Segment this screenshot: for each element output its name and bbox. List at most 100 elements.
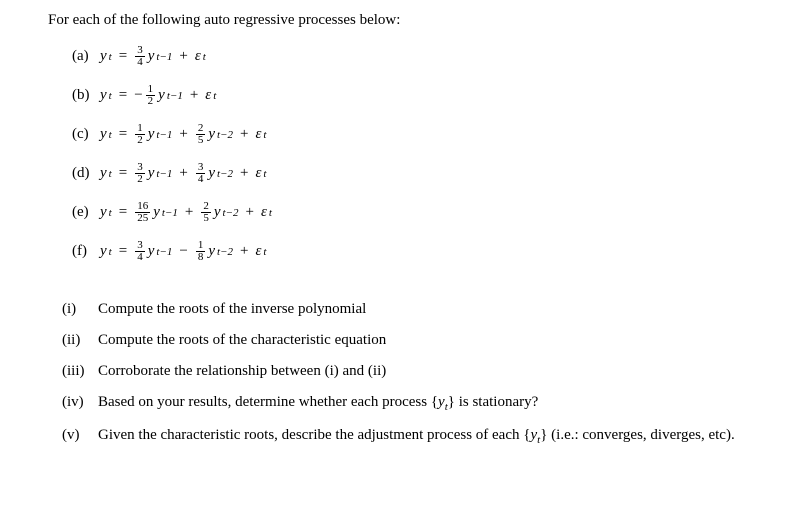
subscript: t <box>203 51 206 63</box>
subscript: t <box>269 207 272 219</box>
fraction: 18 <box>196 240 206 263</box>
minus-sign: − <box>179 243 187 260</box>
subscript: t−1 <box>156 129 172 141</box>
fraction: 34 <box>135 45 145 68</box>
fraction: 12 <box>135 123 145 146</box>
equation-item: (c)yt=12yt−1+25yt−2+εt <box>72 123 780 146</box>
equals-sign: = <box>119 204 127 221</box>
brace-close: } <box>448 394 455 410</box>
fraction: 34 <box>196 162 206 185</box>
equation-item: (b)yt=−12yt−1+εt <box>72 84 780 107</box>
question-text: Based on your results, determine whether… <box>98 394 780 413</box>
fraction: 25 <box>196 123 206 146</box>
question-text-span: Compute the roots of the inverse polynom… <box>98 301 366 317</box>
equation-label: (e) <box>72 204 100 221</box>
equals-sign: = <box>119 126 127 143</box>
subscript: t−1 <box>156 246 172 258</box>
equals-sign: = <box>119 87 127 104</box>
question-fragment: Given the characteristic roots, describe… <box>98 427 523 443</box>
intro-text: For each of the following auto regressiv… <box>48 12 780 29</box>
question-text-span: Compute the roots of the characteristic … <box>98 332 386 348</box>
question-item: (ii)Compute the roots of the characteris… <box>62 332 780 349</box>
plus-sign: + <box>179 165 187 182</box>
subscript: t <box>109 168 112 180</box>
subscript: t <box>263 168 266 180</box>
y-var: y <box>100 204 107 221</box>
question-fragment: (i.e.: converges, diverges, etc). <box>547 427 734 443</box>
question-label: (v) <box>62 427 98 446</box>
y-var: y <box>148 48 155 65</box>
plus-sign: + <box>185 204 193 221</box>
question-label: (i) <box>62 301 98 318</box>
fraction-denominator: 8 <box>196 252 206 263</box>
subscript: t−2 <box>217 246 233 258</box>
equation-label: (a) <box>72 48 100 65</box>
subscript: t−1 <box>156 168 172 180</box>
subscript: t <box>213 90 216 102</box>
subscript: t <box>109 90 112 102</box>
subscript: t−1 <box>156 51 172 63</box>
equation-label: (d) <box>72 165 100 182</box>
y-var: y <box>214 204 221 221</box>
question-label: (iv) <box>62 394 98 413</box>
question-label: (ii) <box>62 332 98 349</box>
fraction-denominator: 5 <box>196 135 206 146</box>
fraction: 1625 <box>135 201 150 224</box>
subscript: t−1 <box>167 90 183 102</box>
equation-body: yt=34yt−1−18yt−2+εt <box>100 240 266 263</box>
question-label: (iii) <box>62 363 98 380</box>
equation-label: (c) <box>72 126 100 143</box>
equation-body: yt=34yt−1+εt <box>100 45 206 68</box>
subscript: t−2 <box>217 168 233 180</box>
question-fragment: Based on your results, determine whether… <box>98 394 431 410</box>
minus-sign: − <box>134 87 142 104</box>
epsilon-var: ε <box>261 204 267 221</box>
fraction-denominator: 2 <box>135 174 145 185</box>
y-var: y <box>158 87 165 104</box>
subscript: t−1 <box>162 207 178 219</box>
question-text: Compute the roots of the inverse polynom… <box>98 301 780 318</box>
equation-item: (a)yt=34yt−1+εt <box>72 45 780 68</box>
question-item: (v)Given the characteristic roots, descr… <box>62 427 780 446</box>
y-var: y <box>100 165 107 182</box>
equals-sign: = <box>119 165 127 182</box>
y-var: y <box>148 165 155 182</box>
y-var: y <box>100 87 107 104</box>
fraction: 32 <box>135 162 145 185</box>
plus-sign: + <box>245 204 253 221</box>
equation-body: yt=1625yt−1+25yt−2+εt <box>100 201 272 224</box>
y-var: y <box>148 126 155 143</box>
plus-sign: + <box>240 243 248 260</box>
fraction: 25 <box>201 201 211 224</box>
fraction-denominator: 4 <box>135 252 145 263</box>
y-var: y <box>100 126 107 143</box>
question-item: (i)Compute the roots of the inverse poly… <box>62 301 780 318</box>
question-fragment: is stationary? <box>455 394 538 410</box>
subscript: t <box>263 129 266 141</box>
plus-sign: + <box>190 87 198 104</box>
epsilon-var: ε <box>195 48 201 65</box>
fraction: 34 <box>135 240 145 263</box>
y-var: y <box>208 126 215 143</box>
equation-label: (b) <box>72 87 100 104</box>
fraction-denominator: 2 <box>146 96 156 107</box>
equation-item: (e)yt=1625yt−1+25yt−2+εt <box>72 201 780 224</box>
equals-sign: = <box>119 48 127 65</box>
equation-item: (f)yt=34yt−1−18yt−2+εt <box>72 240 780 263</box>
y-var: y <box>100 48 107 65</box>
question-list: (i)Compute the roots of the inverse poly… <box>62 301 780 446</box>
subscript: t−2 <box>223 207 239 219</box>
subscript: t <box>109 207 112 219</box>
equals-sign: = <box>119 243 127 260</box>
subscript: t <box>109 51 112 63</box>
fraction-denominator: 2 <box>135 135 145 146</box>
question-text: Given the characteristic roots, describe… <box>98 427 780 446</box>
y-var: y <box>438 394 445 410</box>
equation-body: yt=12yt−1+25yt−2+εt <box>100 123 266 146</box>
plus-sign: + <box>240 126 248 143</box>
question-text: Corroborate the relationship between (i)… <box>98 363 780 380</box>
plus-sign: + <box>179 126 187 143</box>
y-var: y <box>148 243 155 260</box>
epsilon-var: ε <box>255 126 261 143</box>
subscript: t−2 <box>217 129 233 141</box>
